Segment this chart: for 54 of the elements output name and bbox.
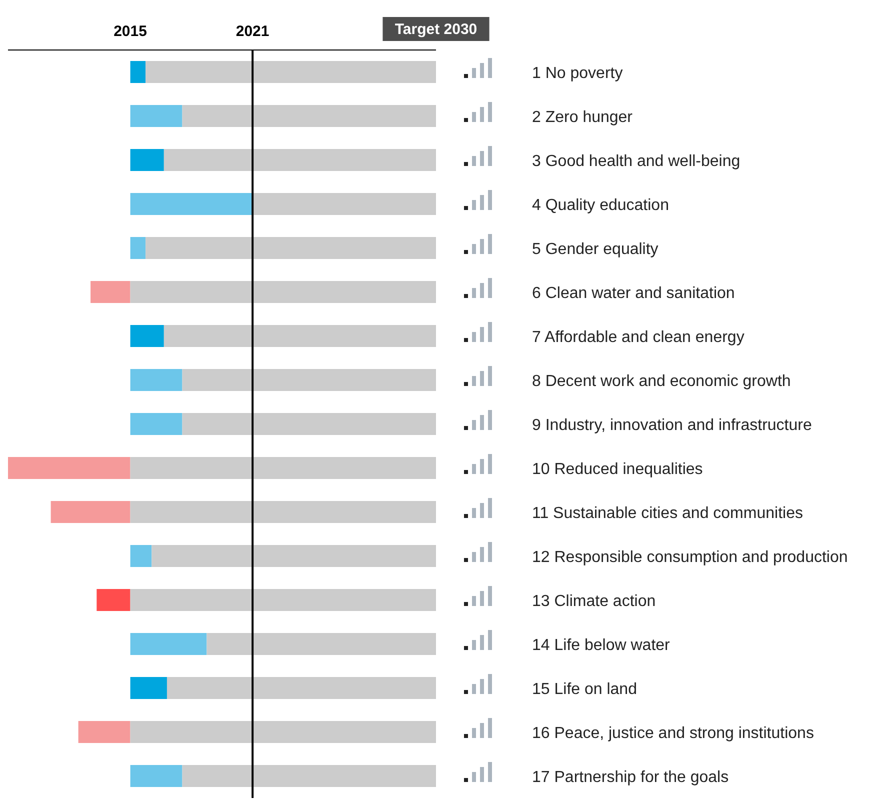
y-tick-label: 13 Climate action [532, 593, 656, 610]
y-tick-label: 10 Reduced inequalities [532, 461, 703, 478]
bar [130, 721, 436, 743]
bar [130, 677, 167, 699]
bar [130, 765, 182, 787]
bar [130, 413, 182, 435]
bar [182, 369, 436, 391]
bar [130, 237, 146, 259]
bar [146, 61, 436, 83]
bar [130, 501, 436, 523]
text: 2021 [236, 23, 270, 40]
y-tick-label: 4 Quality education [532, 197, 669, 214]
y-tick-label: 7 Affordable and clean energy [532, 329, 744, 346]
bar [146, 237, 436, 259]
bar [130, 369, 182, 391]
y-tick-label: 17 Partnership for the goals [532, 769, 729, 786]
y-tick-label: 6 Clean water and sanitation [532, 285, 735, 302]
y-tick-label: 9 Industry, innovation and infrastructure [532, 417, 812, 434]
bar [182, 765, 436, 787]
y-tick-label: 5 Gender equality [532, 241, 658, 258]
bar [50, 501, 130, 523]
y-tick-label: 12 Responsible consumption and production [532, 549, 848, 566]
bar [130, 193, 253, 215]
bar [252, 193, 436, 215]
bar [130, 325, 164, 347]
bar [90, 281, 130, 303]
bar [164, 149, 436, 171]
y-tick-label: 2 Zero hunger [532, 109, 634, 126]
bar [182, 105, 436, 127]
bar [152, 545, 436, 567]
text: 2015 [114, 23, 147, 40]
bar [206, 633, 436, 655]
bar [164, 325, 436, 347]
bar [130, 457, 436, 479]
text: Target 2030 [394, 21, 478, 38]
y-tick-label: 8 Decent work and economic growth [532, 373, 791, 390]
bar [8, 457, 130, 479]
bar [78, 721, 130, 743]
bar [130, 633, 207, 655]
bar [130, 589, 436, 611]
bar [96, 589, 130, 611]
bar [130, 149, 164, 171]
y-tick-label: 1 No poverty [532, 65, 623, 82]
bar [130, 105, 182, 127]
y-tick-label: 16 Peace, justice and strong institutions [532, 725, 814, 742]
y-tick-label: 15 Life on land [532, 681, 637, 698]
bar [130, 281, 436, 303]
y-tick-label: 14 Life below water [532, 637, 671, 654]
bar [166, 677, 436, 699]
bar [182, 413, 436, 435]
bar [130, 61, 146, 83]
bar [130, 545, 152, 567]
y-tick-label: 11 Sustainable cities and communities [532, 505, 803, 522]
y-tick-label: 3 Good health and well-being [532, 153, 740, 170]
